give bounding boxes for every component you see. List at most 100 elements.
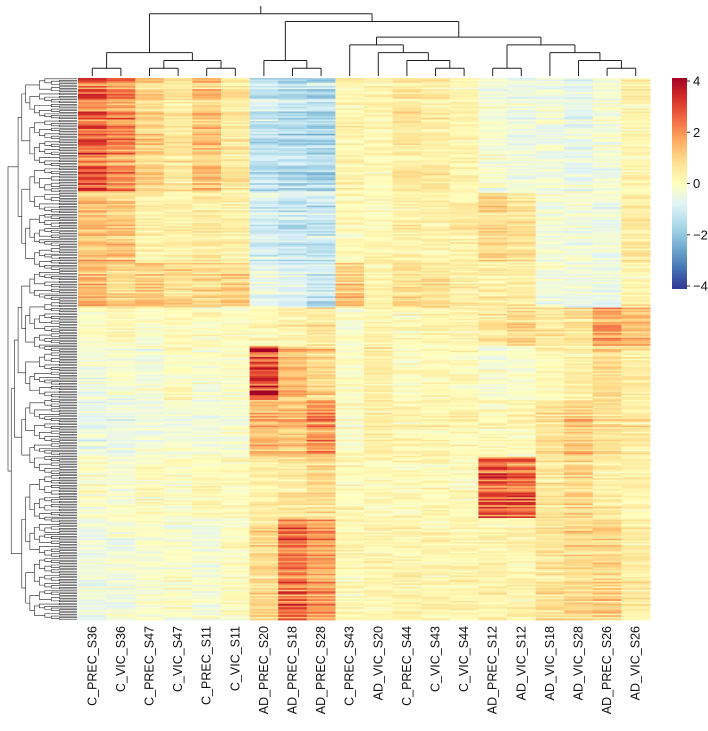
heat-cell [421, 246, 451, 249]
heat-cell [507, 234, 536, 237]
heat-cell [478, 415, 508, 418]
heat-cell [621, 353, 651, 356]
heat-cell [306, 347, 336, 350]
heat-cell [306, 264, 336, 267]
heat-cell [507, 90, 536, 93]
heat-cell [478, 304, 508, 307]
heat-cell [592, 184, 622, 187]
heat-cell [278, 438, 308, 441]
heat-cell [478, 109, 508, 112]
heat-cell [392, 243, 422, 246]
dendrogram-branch [50, 352, 77, 356]
heat-cell [78, 393, 107, 396]
heat-cell [135, 385, 165, 388]
heat-cell [78, 304, 107, 307]
heat-cell [449, 409, 479, 412]
heat-cell [592, 305, 622, 308]
heat-cell [163, 87, 193, 90]
heat-cell [192, 411, 222, 414]
heat-cell [335, 122, 365, 125]
heat-cell [478, 149, 508, 152]
heat-cell [449, 363, 479, 366]
heat-cell [364, 183, 393, 186]
heat-cell [621, 355, 651, 358]
heat-cell [163, 143, 193, 146]
dendrogram-branch [50, 215, 77, 219]
heat-cell [392, 92, 422, 95]
heat-cell [392, 162, 422, 165]
heat-cell [507, 377, 536, 380]
heat-cell [135, 124, 165, 127]
dendrogram-branch [59, 617, 77, 620]
heat-cell [192, 121, 222, 124]
heat-cell [449, 274, 479, 277]
heat-cell [78, 192, 107, 195]
heat-cell [278, 360, 308, 363]
heat-cell [535, 356, 565, 359]
heat-cell [507, 100, 536, 103]
heat-cell [163, 93, 193, 96]
heat-cell [78, 419, 107, 422]
heat-cell [335, 277, 365, 280]
heat-cell [249, 350, 279, 353]
heat-cell [364, 235, 393, 238]
heat-cell [421, 113, 451, 116]
heat-cell [192, 218, 222, 221]
heat-cell [221, 329, 250, 332]
heat-cell [364, 427, 393, 430]
dendrogram-branch [38, 229, 52, 237]
heat-cell [106, 395, 136, 398]
heat-cell [106, 237, 136, 240]
heat-cell [564, 191, 594, 194]
heat-cell [221, 334, 250, 337]
heat-cell [221, 297, 250, 300]
heat-cell [306, 269, 336, 272]
heat-cell [421, 213, 451, 216]
heat-cell [449, 262, 479, 265]
heat-cell [535, 361, 565, 364]
heat-cell [78, 194, 107, 197]
heat-cell [478, 180, 508, 183]
heat-cell [592, 84, 622, 87]
dendrogram-branch [59, 193, 77, 196]
heat-cell [278, 407, 308, 410]
dendrogram-branch [59, 140, 77, 143]
heat-cell [335, 78, 365, 80]
heat-cell [421, 146, 451, 149]
heat-cell [106, 283, 136, 286]
heat-cell [106, 310, 136, 313]
heat-cell [335, 84, 365, 87]
heat-cell [364, 321, 393, 324]
heat-cell [306, 227, 336, 230]
heat-cell [621, 119, 651, 122]
heat-cell [306, 387, 336, 390]
heat-cell [278, 219, 308, 222]
heat-cell [192, 372, 222, 375]
heat-cell [592, 211, 622, 214]
heat-cell [478, 138, 508, 141]
heat-cell [364, 85, 393, 88]
heat-cell [335, 227, 365, 230]
heat-cell [449, 253, 479, 256]
heat-cell [621, 151, 651, 154]
heat-cell [249, 395, 279, 398]
heat-cell [221, 328, 250, 331]
heat-cell [135, 129, 165, 131]
heat-cell [221, 407, 250, 410]
heat-cell [449, 433, 479, 436]
heat-cell [221, 81, 250, 84]
heat-cell [449, 414, 479, 417]
heat-cell [306, 355, 336, 358]
heat-cell [278, 321, 308, 324]
heat-cell [364, 195, 393, 198]
heat-cell [564, 205, 594, 208]
heat-cell [221, 151, 250, 154]
heat-cell [106, 215, 136, 218]
heat-cell [364, 401, 393, 404]
heat-cell [249, 152, 279, 155]
heat-cell [621, 194, 651, 197]
heat-cell [106, 135, 136, 138]
heat-cell [621, 366, 651, 369]
heat-cell [278, 422, 308, 425]
heat-cell [335, 117, 365, 120]
